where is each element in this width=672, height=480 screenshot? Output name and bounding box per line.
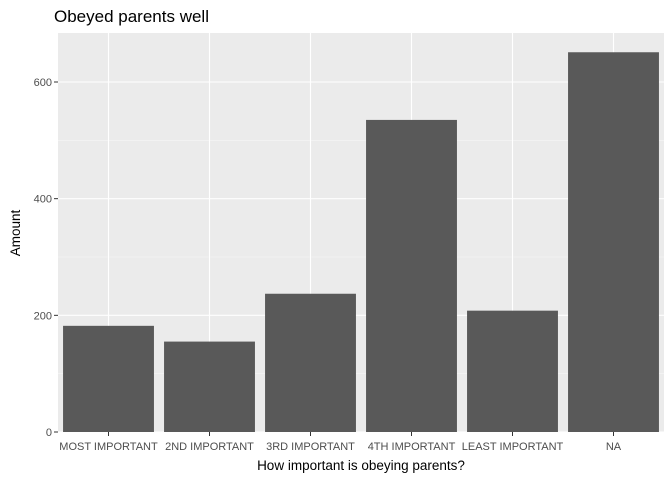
bar [164,341,255,432]
x-tick-label: MOST IMPORTANT [59,441,158,453]
y-tick-label: 200 [34,310,52,322]
x-axis-title: How important is obeying parents? [257,458,465,473]
y-tick-label: 600 [34,77,52,89]
minor-gridlines [58,140,664,374]
x-tick-label: 2ND IMPORTANT [165,441,254,453]
x-axis: MOST IMPORTANT 2ND IMPORTANT 3RD IMPORTANT… [59,432,622,453]
chart-title: Obeyed parents well [54,7,209,26]
bar [568,52,659,432]
y-tick-label: 0 [46,427,52,439]
bar [265,293,356,432]
bars [63,52,659,433]
bar [467,310,558,432]
y-axis: 0 200 400 600 [34,77,58,439]
x-tick-label: NA [606,441,622,453]
y-tick-label: 400 [34,194,52,206]
y-axis-title: Amount [8,209,23,256]
plot-panel [58,33,664,432]
bar [366,119,457,433]
x-tick-label: 3RD IMPORTANT [266,441,355,453]
x-tick-label: LEAST IMPORTANT [462,441,564,453]
x-tick-label: 4TH IMPORTANT [368,441,456,453]
bar [63,325,154,432]
